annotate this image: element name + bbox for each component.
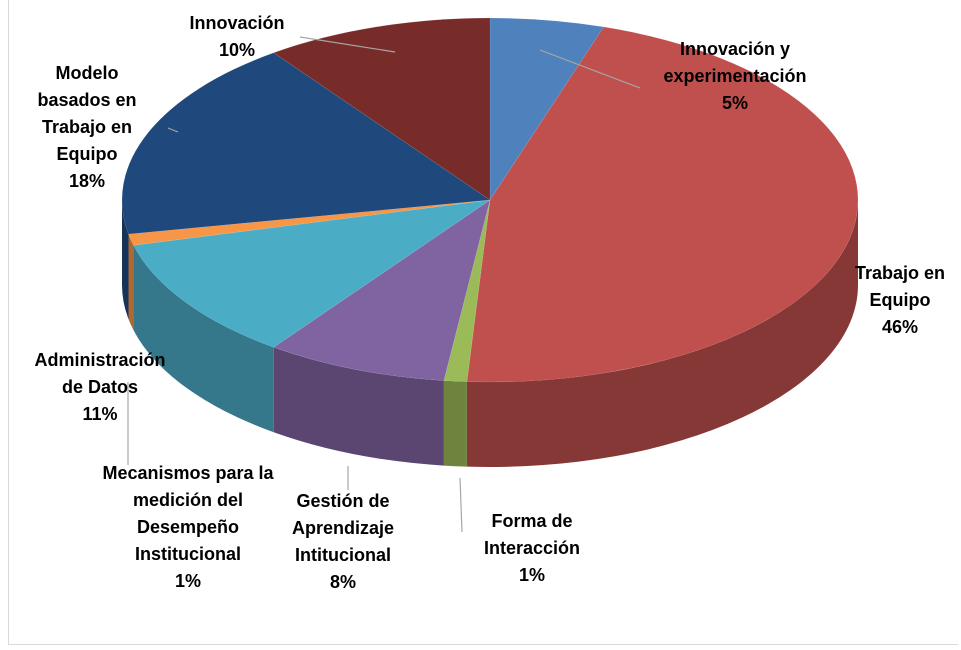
percent-label: 18% xyxy=(68,171,106,191)
slice-side xyxy=(122,200,129,320)
data-label: Modelo basados en Trabajo en Equipo 18% xyxy=(27,60,147,195)
category-name: Administración de Datos xyxy=(34,350,166,397)
slice-side xyxy=(133,245,274,433)
slice-side xyxy=(273,347,444,466)
slice xyxy=(273,199,491,381)
data-label: Forma de Interacción 1% xyxy=(472,508,592,589)
category-name: Gestión de Aprendizaje Intitucional xyxy=(291,491,395,565)
slice xyxy=(273,17,491,201)
slice-side xyxy=(128,234,134,331)
category-name: Trabajo en Equipo xyxy=(854,263,946,310)
slice xyxy=(466,26,859,383)
percent-label: 1% xyxy=(518,565,545,585)
data-label: Administración de Datos 11% xyxy=(23,347,178,428)
leader-line xyxy=(459,477,463,533)
percent-label: 5% xyxy=(721,93,748,113)
data-label: Trabajo en Equipo 46% xyxy=(840,260,960,341)
data-label: Mecanismos para la medición del Desempeñ… xyxy=(98,460,278,595)
category-name: Innovación xyxy=(189,13,285,33)
data-label: Innovación y experimentación 5% xyxy=(650,36,820,117)
data-label: Innovación 10% xyxy=(177,10,297,64)
percent-label: 8% xyxy=(329,572,356,592)
data-label: Gestión de Aprendizaje Intitucional 8% xyxy=(278,488,408,596)
slice-side xyxy=(466,200,858,467)
percent-label: 10% xyxy=(218,40,256,60)
leader-line xyxy=(299,36,396,53)
category-name: Forma de Interacción xyxy=(483,511,581,558)
percent-label: 46% xyxy=(881,317,919,337)
leader-line xyxy=(539,49,641,89)
slice-side xyxy=(443,380,467,467)
pie-tops xyxy=(121,17,859,383)
category-name: Modelo basados en Trabajo en Equipo xyxy=(37,63,137,164)
slice xyxy=(121,52,491,235)
slice xyxy=(128,199,491,246)
pie-sides xyxy=(122,200,858,467)
category-name: Mecanismos para la medición del Desempeñ… xyxy=(102,463,274,564)
slice xyxy=(443,199,491,382)
percent-label: 11% xyxy=(82,404,118,424)
chart-frame xyxy=(8,0,958,645)
category-name: Innovación y experimentación xyxy=(663,39,807,86)
leader-line xyxy=(167,127,179,133)
percent-label: 1% xyxy=(174,571,201,591)
slice xyxy=(133,199,491,348)
